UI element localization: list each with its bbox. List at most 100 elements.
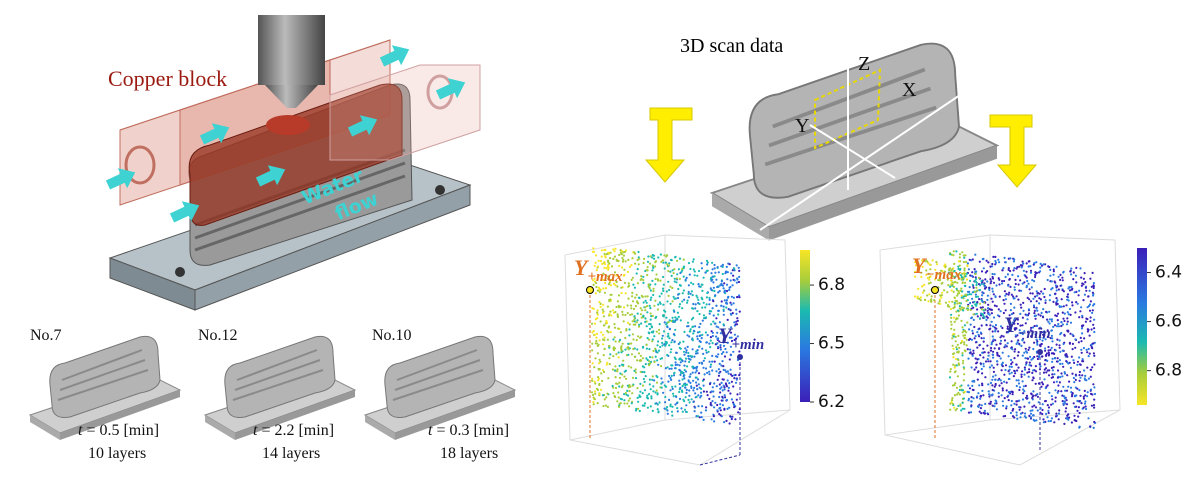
scan-point	[965, 299, 968, 303]
scan-point	[728, 382, 731, 385]
scan-point	[960, 296, 963, 299]
scan-point	[700, 387, 703, 390]
scan-point	[688, 401, 691, 404]
scan-point	[990, 343, 993, 346]
scan-point	[962, 309, 965, 312]
scan-point	[639, 382, 642, 385]
scan-point	[661, 341, 664, 344]
scan-point	[690, 385, 693, 388]
scan-point	[636, 312, 639, 315]
scan-point	[623, 375, 626, 378]
scan-point	[712, 390, 715, 393]
scan-point	[662, 289, 665, 292]
colorbar-tick-label: 6.4	[1155, 263, 1182, 283]
scan-point	[930, 298, 933, 301]
scan-point	[605, 267, 608, 270]
scan-point	[716, 378, 719, 381]
scan-point	[723, 394, 726, 397]
scan-point	[1069, 332, 1072, 335]
scan-point	[1021, 339, 1024, 342]
scan-point	[660, 386, 663, 389]
scan-point	[952, 254, 955, 257]
scan-point	[1008, 314, 1011, 317]
scan-point	[655, 381, 659, 384]
scan-point	[705, 390, 708, 393]
scan-point	[718, 321, 722, 324]
scan-point	[722, 308, 725, 311]
scan-point	[1032, 297, 1035, 300]
scan-point	[992, 281, 996, 284]
scan-point	[964, 275, 967, 278]
scan-point	[1059, 278, 1062, 281]
scan-point	[693, 270, 696, 273]
scan-point	[627, 365, 630, 368]
scan-point	[608, 300, 611, 303]
scan-point	[916, 297, 919, 300]
scan-point	[986, 316, 989, 319]
scan-point	[643, 402, 647, 405]
scan-point	[992, 366, 995, 369]
scan-point	[1048, 391, 1051, 394]
scan-point	[1017, 339, 1020, 342]
scan-point	[1045, 412, 1048, 415]
scan-point	[1019, 406, 1022, 409]
scan-point	[963, 341, 966, 344]
scan-point	[952, 356, 955, 359]
scan-point	[717, 271, 720, 274]
scan-point	[1075, 301, 1078, 304]
scan-point	[1023, 405, 1026, 408]
scan-point	[679, 284, 682, 287]
scan-point	[698, 345, 701, 348]
scan-point	[1011, 348, 1014, 351]
scan-point	[688, 394, 691, 397]
scan-point	[1036, 343, 1039, 346]
scan-point	[950, 273, 953, 276]
scan-point	[988, 402, 991, 405]
scan-point	[623, 281, 627, 284]
scan-point	[929, 268, 932, 271]
scan-point	[595, 339, 598, 343]
scan-point	[938, 298, 942, 301]
scan-point	[730, 313, 733, 316]
scan-point	[937, 302, 940, 305]
scan-point	[1001, 365, 1004, 368]
scan-point	[687, 262, 691, 265]
scan-point	[1011, 415, 1015, 418]
scan-point	[700, 337, 703, 340]
extreme-point	[737, 354, 743, 360]
scan-point	[636, 258, 639, 262]
scan-point	[1010, 346, 1013, 349]
scan-point	[1001, 361, 1005, 364]
scan-point	[966, 348, 969, 351]
scan-point	[996, 314, 1000, 317]
scan-point	[719, 346, 722, 349]
scan-point	[1078, 363, 1081, 366]
scan-point	[918, 297, 921, 300]
scan-point	[1041, 408, 1044, 412]
scan-point	[953, 296, 956, 299]
scan-point	[1054, 396, 1057, 399]
scan-point	[678, 379, 681, 382]
scan-point	[1016, 341, 1019, 344]
scan-point	[712, 314, 715, 317]
scan-point	[631, 333, 635, 336]
scan-point	[1027, 308, 1030, 311]
scan-point	[1032, 304, 1036, 307]
colorbar-tick-label: 6.8	[818, 275, 845, 295]
scan-point	[1001, 389, 1004, 392]
scan-point	[952, 275, 955, 278]
scan-point	[1044, 367, 1048, 370]
scan-point	[738, 269, 741, 272]
scan-point	[665, 406, 669, 409]
scan-point	[950, 313, 953, 316]
scan-point	[1008, 372, 1011, 375]
scan-point	[979, 397, 982, 400]
scan-point	[738, 408, 741, 411]
scan-point	[1050, 318, 1053, 321]
scan-title: 3D scan data	[680, 35, 783, 57]
scan-point	[698, 361, 701, 365]
scan-point	[1083, 337, 1086, 340]
scan-point	[705, 269, 709, 272]
scan-point	[715, 304, 718, 307]
